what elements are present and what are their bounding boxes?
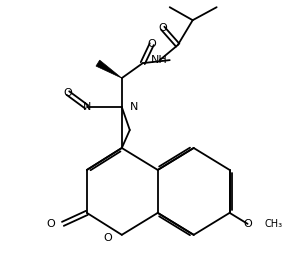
Text: O: O <box>46 219 55 229</box>
Text: NH: NH <box>151 55 168 65</box>
Text: O: O <box>103 233 112 243</box>
Text: O: O <box>243 219 252 229</box>
Text: CH₃: CH₃ <box>265 219 283 229</box>
Polygon shape <box>96 60 122 78</box>
Text: N: N <box>130 102 138 112</box>
Text: O: O <box>63 88 72 98</box>
Text: O: O <box>158 23 167 33</box>
Text: N: N <box>83 102 91 112</box>
Text: O: O <box>148 39 156 49</box>
